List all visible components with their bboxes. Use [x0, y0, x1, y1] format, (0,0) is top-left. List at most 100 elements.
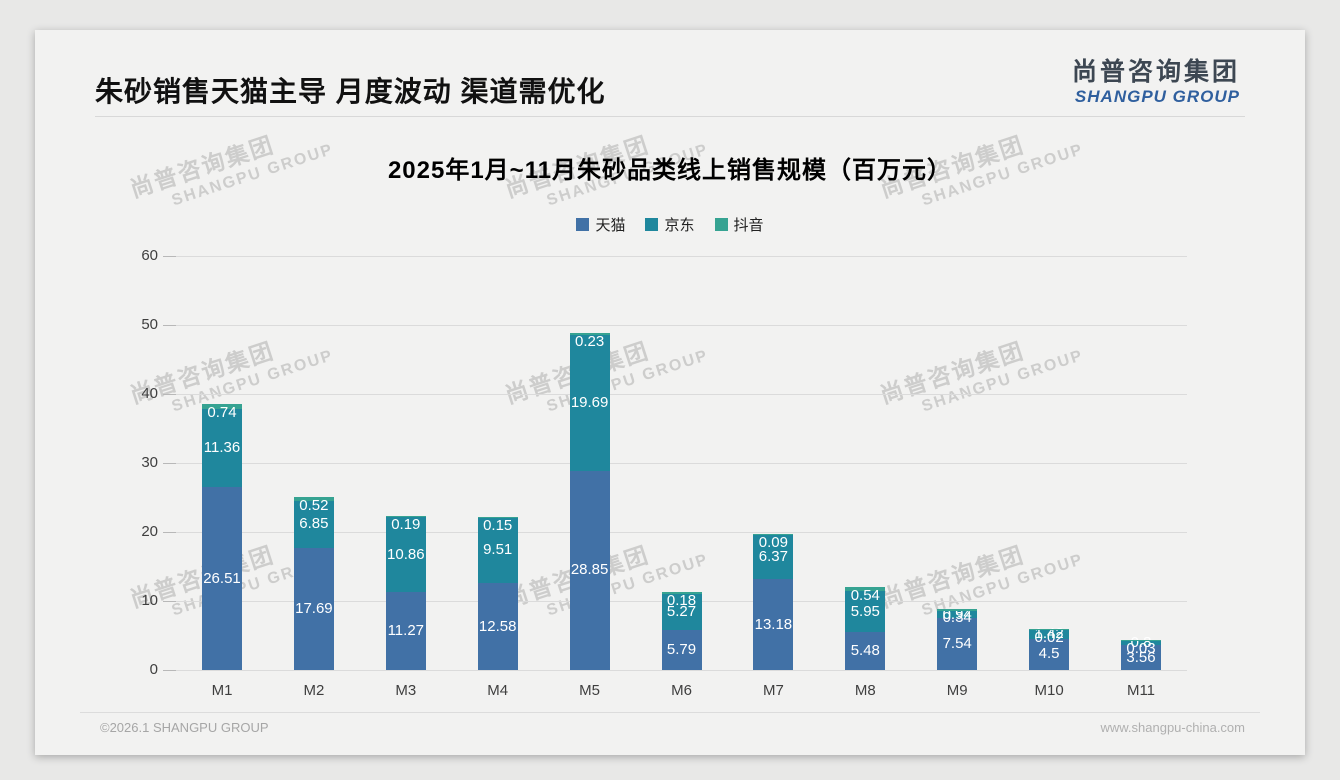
- bar-value-label-M11-天猫: 3.56: [1126, 648, 1156, 666]
- bar-segment-M8-天猫: [845, 632, 886, 670]
- bar-value-label-M3-抖音: 0.19: [391, 515, 421, 533]
- legend-swatch-天猫: [576, 218, 590, 231]
- bar-segment-M6-抖音: [661, 592, 702, 594]
- legend-item-天猫: 天猫: [576, 214, 625, 235]
- bar-segment-M5-抖音: [569, 333, 610, 336]
- x-axis-label-M3: M3: [395, 682, 417, 699]
- x-axis-label-M11: M11: [1126, 682, 1156, 699]
- y-tick-30: [163, 463, 176, 464]
- bar-value-label-M8-天猫: 5.48: [850, 642, 880, 660]
- bar-value-label-M6-京东: 5.27: [666, 602, 697, 620]
- bar-segment-M5-京东: [569, 335, 610, 471]
- bar-value-label-M3-天猫: 11.27: [387, 622, 425, 640]
- legend-swatch-抖音: [714, 218, 728, 231]
- bar-value-label-M4-天猫: 12.58: [478, 617, 517, 635]
- x-axis-label-M8: M8: [854, 682, 876, 699]
- bar-segment-M5-天猫: [569, 470, 610, 670]
- y-tick-60: [163, 256, 176, 257]
- x-axis-label-M1: M1: [211, 682, 233, 699]
- footer-divider: [80, 712, 1260, 713]
- legend-swatch-京东: [645, 218, 659, 231]
- x-axis-label-M5: M5: [579, 682, 601, 699]
- bar-segment-M4-抖音: [477, 516, 518, 518]
- bar-segment-M6-天猫: [661, 630, 702, 670]
- bar-value-label-M1-抖音: 0.74: [207, 403, 237, 421]
- bar-segment-M2-天猫: [293, 547, 334, 670]
- x-axis-label-M2: M2: [303, 682, 325, 699]
- bar-value-label-M7-天猫: 13.18: [754, 615, 793, 633]
- legend-label-京东: 京东: [664, 217, 695, 234]
- y-tick-40: [163, 394, 176, 395]
- gridline-60: [176, 256, 1187, 257]
- bar-value-label-M8-京东: 5.95: [850, 602, 880, 620]
- bar-segment-M9-抖音: [937, 609, 978, 612]
- bar-value-label-M10-天猫: 4.5: [1038, 645, 1060, 663]
- legend-label-天猫: 天猫: [595, 217, 626, 234]
- y-tick-label-40: 40: [141, 385, 158, 402]
- y-tick-label-0: 0: [149, 661, 158, 678]
- legend-item-京东: 京东: [645, 214, 695, 235]
- x-axis-label-M7: M7: [762, 682, 784, 699]
- x-axis-label-M4: M4: [487, 682, 509, 699]
- bar-value-label-M1-京东: 11.36: [203, 438, 241, 456]
- bar-value-label-M6-天猫: 5.79: [666, 641, 697, 659]
- logo-chinese-text: 尚普咨询集团: [1071, 58, 1240, 86]
- bar-value-label-M2-抖音: 0.52: [299, 497, 329, 515]
- bar-segment-M3-京东: [385, 517, 426, 593]
- bar-value-label-M11-抖音: 0.03: [1126, 639, 1156, 657]
- bar-segment-M1-京东: [202, 408, 242, 488]
- bar-value-label-M2-天猫: 17.69: [295, 599, 333, 617]
- bar-value-label-M7-京东: 6.37: [758, 548, 788, 566]
- bar-segment-M10-天猫: [1029, 638, 1070, 670]
- bar-value-label-M10-抖音: 0.02: [1034, 629, 1064, 646]
- bar-value-label-M2-京东: 6.85: [299, 515, 329, 533]
- bar-segment-M11-京东: [1121, 639, 1161, 646]
- footer-copyright: ©2026.1 SHANGPU GROUP: [100, 720, 269, 735]
- bar-segment-M1-抖音: [202, 403, 242, 409]
- bar-value-label-M4-京东: 9.51: [483, 541, 513, 559]
- gridline-40: [176, 394, 1187, 395]
- bar-segment-M8-抖音: [845, 587, 886, 592]
- y-tick-50: [163, 325, 176, 326]
- bar-value-label-M7-抖音: 0.09: [758, 534, 788, 552]
- header-divider: [95, 116, 1245, 117]
- gridline-0: [176, 670, 1187, 671]
- bar-segment-M7-天猫: [753, 579, 794, 670]
- y-tick-label-30: 30: [141, 454, 158, 471]
- bar-value-label-M5-抖音: 0.23: [574, 333, 605, 351]
- bar-segment-M4-天猫: [477, 583, 518, 670]
- bar-segment-M1-天猫: [202, 487, 242, 670]
- company-logo: 尚普咨询集团 SHANGPU GROUP: [1072, 58, 1240, 106]
- bar-value-label-M5-京东: 19.69: [570, 394, 609, 411]
- y-tick-label-50: 50: [141, 316, 158, 333]
- bar-segment-M3-抖音: [385, 515, 426, 518]
- page-title: 朱砂销售天猫主导 月度波动 渠道需优化: [95, 76, 606, 107]
- bar-segment-M9-京东: [937, 611, 978, 618]
- bar-value-label-M6-抖音: 0.18: [666, 592, 697, 610]
- bar-segment-M7-京东: [753, 535, 794, 580]
- bar-segment-M10-抖音: [1029, 629, 1070, 630]
- bar-value-label-M9-抖音: 0.34: [942, 609, 972, 627]
- bar-segment-M3-天猫: [385, 592, 426, 670]
- x-axis-label-M6: M6: [671, 682, 692, 699]
- bar-value-label-M4-抖音: 0.15: [483, 516, 513, 534]
- bar-segment-M2-抖音: [293, 497, 334, 501]
- bar-segment-M6-京东: [661, 593, 702, 631]
- gridline-20: [176, 532, 1187, 533]
- bar-value-label-M9-天猫: 7.54: [942, 634, 972, 652]
- bar-value-label-M11-京东: 0.8: [1130, 633, 1152, 651]
- chart-title: 2025年1月~11月朱砂品类线上销售规模（百万元）: [387, 157, 953, 184]
- x-axis-label-M9: M9: [946, 682, 968, 699]
- y-tick-label-20: 20: [141, 523, 158, 540]
- gridline-30: [176, 463, 1187, 464]
- legend-label-抖音: 抖音: [733, 217, 764, 234]
- y-tick-label-10: 10: [141, 592, 158, 609]
- bar-value-label-M3-京东: 10.86: [387, 545, 425, 563]
- bar-segment-M9-天猫: [937, 617, 978, 670]
- bar-segment-M10-京东: [1029, 629, 1070, 639]
- bar-segment-M11-抖音: [1121, 639, 1161, 641]
- y-tick-label-60: 60: [141, 247, 158, 264]
- gridline-50: [176, 325, 1187, 326]
- bar-value-label-M1-天猫: 26.51: [203, 569, 241, 587]
